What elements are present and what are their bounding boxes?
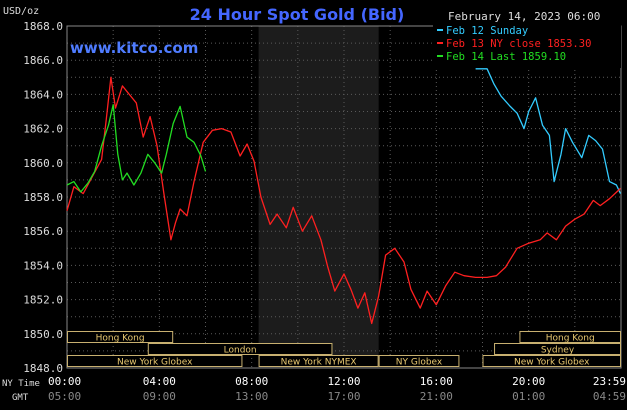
session-box bbox=[67, 331, 174, 343]
kitco-watermark: www.kitco.com bbox=[70, 39, 198, 57]
session-box bbox=[519, 331, 622, 343]
y-tick-label: 1868.0 bbox=[23, 20, 63, 33]
gmt-tick: 09:00 bbox=[143, 390, 176, 403]
trading-sessions-bar: Hong Kong Hong Kong London Sydney New York G… bbox=[67, 331, 622, 368]
ny-time-tick: 23:59 bbox=[593, 375, 626, 388]
y-tick-label: 1866.0 bbox=[23, 54, 63, 67]
date-stamp: February 14, 2023 06:00 bbox=[448, 10, 600, 23]
y-tick-label: 1852.0 bbox=[23, 294, 63, 307]
session-box bbox=[147, 343, 333, 355]
y-tick-label: 1848.0 bbox=[23, 362, 63, 375]
session-label: New York Globex bbox=[117, 358, 193, 368]
y-axis-tick-labels: 1848.0 1850.0 1852.0 1854.0 1856.0 1858.0 1860… bbox=[23, 20, 63, 375]
gmt-tick: 01:00 bbox=[512, 390, 545, 403]
series-line-2 bbox=[66, 76, 621, 325]
ny-time-tick: 00:00 bbox=[48, 375, 81, 388]
gmt-tick: 13:00 bbox=[235, 390, 268, 403]
plot-frame bbox=[66, 25, 622, 369]
legend-entry: Feb 13 NY close 1853.30 bbox=[446, 38, 591, 50]
x-axis-tick-labels: 00:00 04:00 08:00 12:00 16:00 20:00 23:59 05:00… bbox=[48, 375, 626, 403]
y-tick-label: 1856.0 bbox=[23, 225, 63, 238]
y-tick-label: 1862.0 bbox=[23, 123, 63, 136]
ny-time-tick: 08:00 bbox=[235, 375, 268, 388]
session-label: London bbox=[224, 346, 257, 356]
session-box bbox=[494, 343, 621, 355]
session-box bbox=[482, 355, 621, 367]
session-box bbox=[378, 355, 460, 367]
nymex-hours-shading bbox=[258, 26, 379, 368]
ny-time-tick: 12:00 bbox=[327, 375, 360, 388]
grid-lines bbox=[66, 25, 622, 369]
chart-title: 24 Hour Spot Gold (Bid) bbox=[190, 5, 405, 24]
gmt-tick: 04:59 bbox=[593, 390, 626, 403]
legend-background bbox=[433, 24, 621, 68]
ny-time-label: NY Time bbox=[2, 379, 40, 389]
series-line-1 bbox=[475, 68, 622, 194]
price-lines bbox=[66, 68, 622, 325]
y-tick-label: 1864.0 bbox=[23, 88, 63, 101]
shaded-window bbox=[258, 26, 379, 368]
legend-entry: Feb 14 Last 1859.10 bbox=[446, 51, 566, 63]
session-label: New York Globex bbox=[514, 358, 590, 368]
ny-time-tick: 20:00 bbox=[512, 375, 545, 388]
session-label: Hong Kong bbox=[96, 334, 145, 344]
series-line-3 bbox=[66, 104, 207, 193]
session-label: Sydney bbox=[541, 346, 575, 356]
gmt-label: GMT bbox=[12, 393, 29, 403]
gmt-tick: 21:00 bbox=[420, 390, 453, 403]
session-box bbox=[258, 355, 379, 367]
session-label: NY Globex bbox=[396, 358, 443, 368]
session-label: New York NYMEX bbox=[281, 358, 357, 368]
session-label: Hong Kong bbox=[546, 334, 595, 344]
ny-time-tick: 16:00 bbox=[420, 375, 453, 388]
ny-time-tick: 04:00 bbox=[143, 375, 176, 388]
y-axis-unit-label: USD/oz bbox=[3, 6, 39, 17]
y-tick-label: 1860.0 bbox=[23, 157, 63, 170]
y-tick-label: 1854.0 bbox=[23, 259, 63, 272]
legend-entry: Feb 12 Sunday bbox=[446, 25, 528, 37]
y-tick-label: 1850.0 bbox=[23, 328, 63, 341]
session-box bbox=[67, 355, 243, 367]
gmt-tick: 05:00 bbox=[48, 390, 81, 403]
gmt-tick: 17:00 bbox=[327, 390, 360, 403]
y-tick-label: 1858.0 bbox=[23, 191, 63, 204]
